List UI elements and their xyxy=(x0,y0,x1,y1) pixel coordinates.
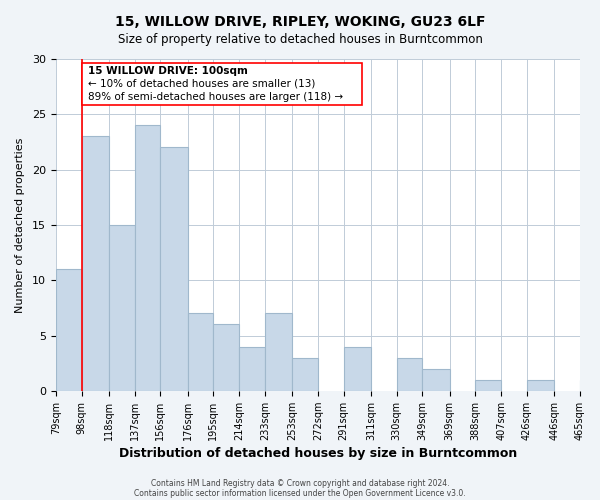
Text: 15, WILLOW DRIVE, RIPLEY, WOKING, GU23 6LF: 15, WILLOW DRIVE, RIPLEY, WOKING, GU23 6… xyxy=(115,15,485,29)
Bar xyxy=(292,358,318,391)
Bar xyxy=(56,269,82,391)
Bar xyxy=(397,358,422,391)
Text: 15 WILLOW DRIVE: 100sqm: 15 WILLOW DRIVE: 100sqm xyxy=(88,66,248,76)
Bar xyxy=(580,380,600,391)
Bar xyxy=(188,314,214,391)
Text: ← 10% of detached houses are smaller (13): ← 10% of detached houses are smaller (13… xyxy=(88,79,316,89)
Bar xyxy=(422,368,449,391)
Y-axis label: Number of detached properties: Number of detached properties xyxy=(15,137,25,312)
Bar xyxy=(475,380,501,391)
Text: 89% of semi-detached houses are larger (118) →: 89% of semi-detached houses are larger (… xyxy=(88,92,344,102)
Bar xyxy=(214,324,239,391)
Bar xyxy=(160,148,188,391)
Text: Size of property relative to detached houses in Burntcommon: Size of property relative to detached ho… xyxy=(118,32,482,46)
Bar xyxy=(134,126,160,391)
X-axis label: Distribution of detached houses by size in Burntcommon: Distribution of detached houses by size … xyxy=(119,447,517,460)
FancyBboxPatch shape xyxy=(82,64,362,106)
Bar xyxy=(265,314,292,391)
Bar xyxy=(109,225,134,391)
Bar xyxy=(344,346,371,391)
Text: Contains HM Land Registry data © Crown copyright and database right 2024.: Contains HM Land Registry data © Crown c… xyxy=(151,478,449,488)
Text: Contains public sector information licensed under the Open Government Licence v3: Contains public sector information licen… xyxy=(134,488,466,498)
Bar xyxy=(82,136,109,391)
Bar xyxy=(239,346,265,391)
Bar xyxy=(527,380,554,391)
